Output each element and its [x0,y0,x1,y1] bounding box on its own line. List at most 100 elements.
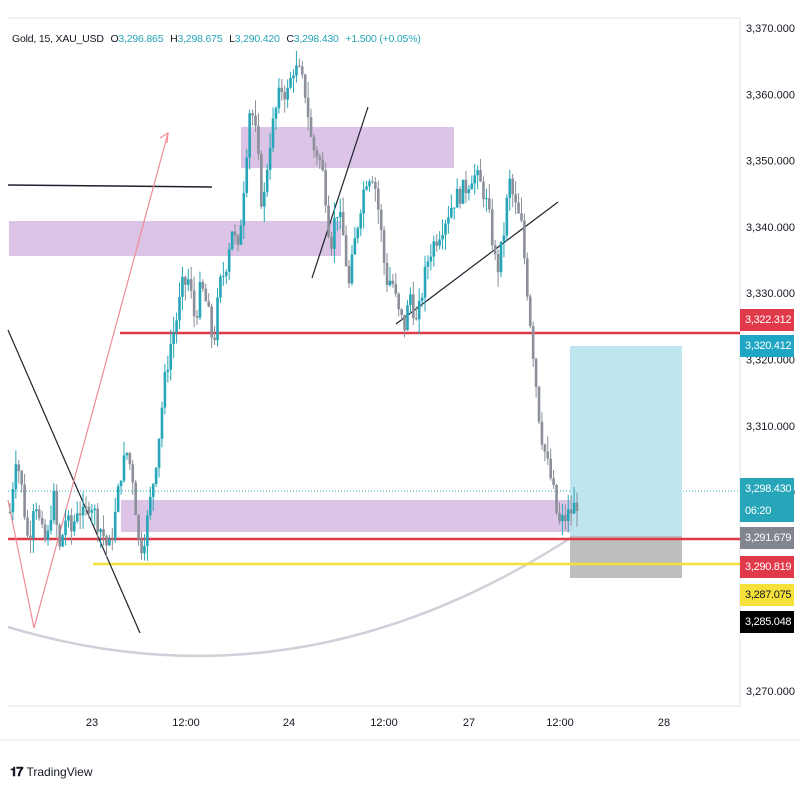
candle-body [359,213,363,229]
price-badge-last-price: 3,298.430 [740,478,794,500]
candle-body [29,535,32,538]
candle-body [379,209,383,231]
close-label: C [286,33,294,45]
low-value: 3,290.420 [234,33,280,45]
candle-body [110,539,114,541]
supply-zone-top [239,125,456,170]
candle-body [350,254,354,284]
candle-body [210,306,213,338]
candle-body [81,506,85,516]
tradingview-logo-icon: 𝟏𝟕 [10,764,24,779]
candle-body [67,515,70,521]
x-tick-label: 28 [658,717,670,729]
candle-body [289,78,292,88]
candle-body [137,515,140,540]
candle-body [251,113,254,116]
candle-body [52,490,56,521]
candle-body [195,315,199,318]
candle-body [321,159,325,171]
candle-body [414,318,418,320]
price-badge-target: 3,320.412 [740,335,794,357]
candle-body [233,231,237,236]
candle-body [163,372,167,408]
price-badge-resistance: 3,322.312 [740,309,794,331]
candle-body [207,301,211,307]
candle-body [479,170,482,182]
candle-body [432,241,436,257]
candle-body [397,293,401,310]
price-badge-yellow-level: 3,287.075 [740,584,794,606]
candle-body [426,261,430,267]
y-tick-label: 3,340.000 [746,222,795,234]
candle-body [58,524,61,547]
candle-body [166,369,170,373]
candle-body [140,539,143,554]
candle-body [564,514,567,522]
candle-body [128,453,132,465]
candle-body [277,87,281,109]
candle-body [394,284,398,294]
candle-body [537,386,541,422]
demand-zone [119,498,576,534]
candle-body [32,511,35,538]
candle-body [178,296,181,321]
candle-body [78,513,82,516]
candle-body [558,512,561,522]
candle-body [470,183,474,190]
y-tick-label: 3,330.000 [746,288,795,300]
candle-body [148,496,152,516]
candle-body [17,464,21,472]
candle-body [371,181,374,183]
candle-body [283,91,287,100]
candle-body [341,212,345,236]
candle-body [549,458,552,479]
candle-body [146,515,149,546]
candle-body [219,276,222,298]
curve-arc [7,533,576,658]
candle-body [561,514,564,522]
time-axis: 23 12:00 24 12:00 27 12:00 28 [86,717,670,729]
candle-body [20,471,23,485]
candle-body [265,169,269,192]
candle-body [336,217,339,219]
tradingview-brand[interactable]: 𝟏𝟕 TradingView [10,764,93,780]
candle-body [473,175,477,184]
candle-body [344,235,348,266]
candle-body [309,117,313,137]
candle-body [546,451,550,459]
candle-body [236,235,240,245]
candle-body [292,75,295,79]
candle-body [72,521,76,532]
candle-body [385,262,389,286]
price-badge-support: 3,290.819 [740,556,794,578]
projection-arrow-head [159,131,169,144]
candle-body [502,235,506,242]
candle-body [490,209,494,246]
candle-body [505,197,509,236]
candle-body [303,74,307,98]
candle-body [514,194,517,203]
candle-body [508,178,512,198]
candle-body [450,207,453,218]
candle-body [160,407,164,439]
candle-body [254,115,257,126]
candle-body [169,344,173,370]
open-label: O [110,33,119,45]
candle-body [271,118,275,148]
candle-body [464,179,468,194]
candle-body [382,230,386,263]
candle-body [435,241,439,246]
candle-body [55,490,59,525]
candle-body [543,444,547,452]
symbol-name[interactable]: Gold, 15, XAU_USD [12,33,104,45]
y-tick-label: 3,370.000 [746,23,795,35]
candle-body [496,254,500,273]
candle-body [327,205,330,237]
x-tick-label: 12:00 [370,717,398,729]
candle-body [40,517,44,525]
candle-body [476,170,479,176]
candle-body [376,188,380,210]
candle-body [412,294,415,319]
